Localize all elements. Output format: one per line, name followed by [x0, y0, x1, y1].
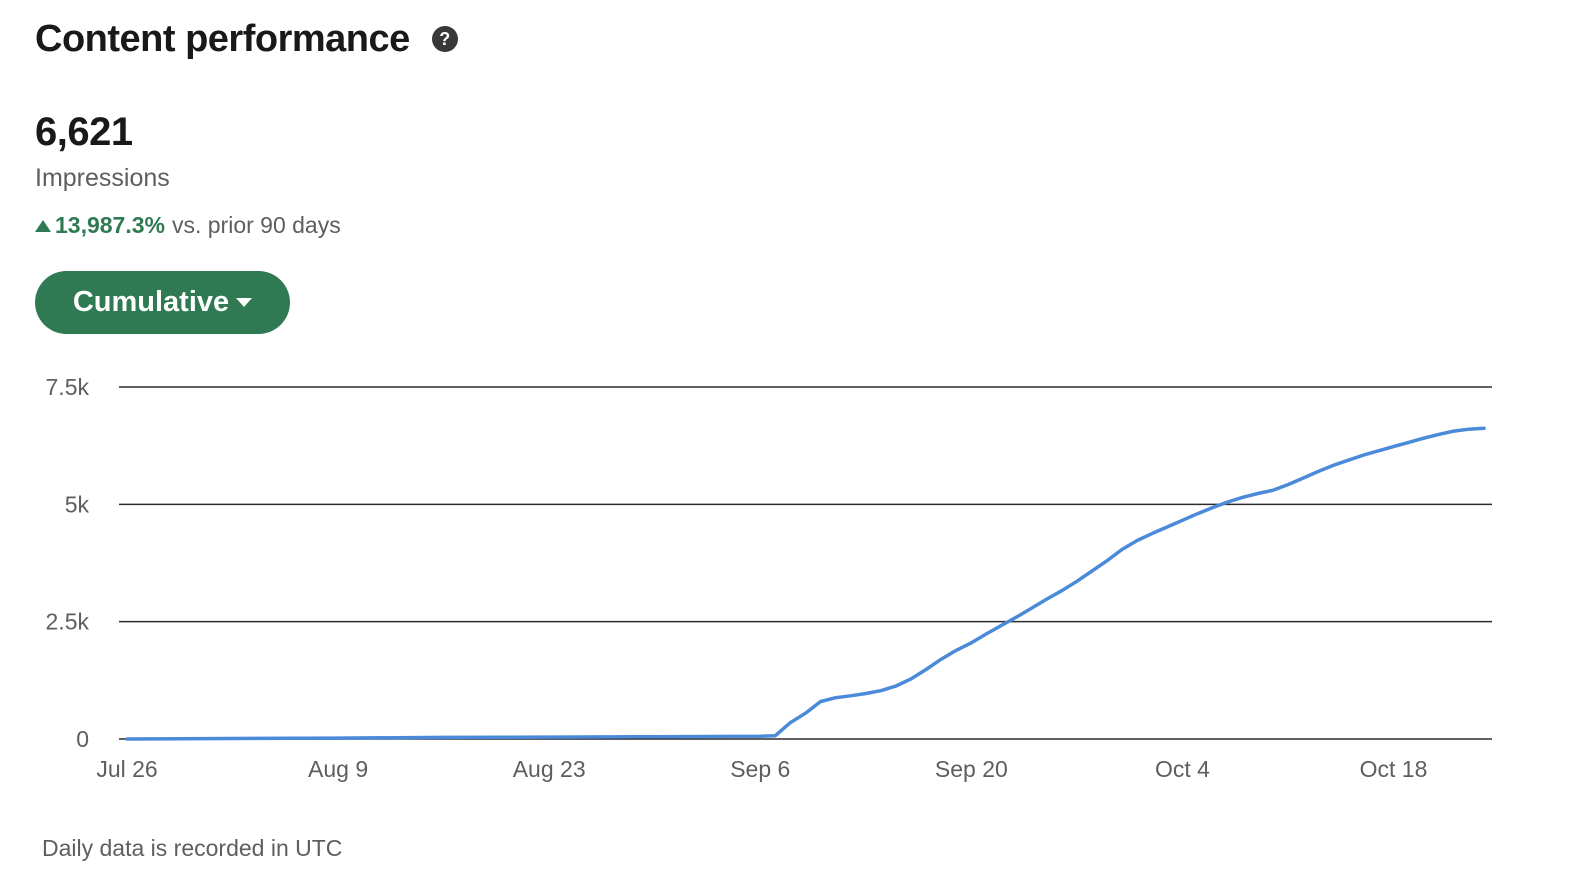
- change-indicator: 13,987.3% vs. prior 90 days: [35, 212, 341, 239]
- triangle-up-icon: [35, 219, 51, 232]
- y-tick-label: 7.5k: [46, 374, 90, 400]
- change-percent: 13,987.3%: [55, 212, 165, 238]
- page-title: Content performance: [35, 18, 410, 60]
- header: Content performance ?: [35, 14, 458, 64]
- series-line-impressions[interactable]: [125, 426, 1486, 741]
- series-layer: [125, 426, 1486, 741]
- y-tick-label: 2.5k: [46, 609, 90, 635]
- impressions-value: 6,621: [35, 110, 133, 154]
- impressions-label: Impressions: [35, 164, 170, 192]
- x-tick-label: Oct 18: [1360, 756, 1428, 782]
- caret-down-icon: [236, 298, 253, 307]
- y-axis: 0 2.5k 5k 7.5k: [46, 374, 90, 752]
- x-tick-label: Aug 23: [513, 756, 586, 782]
- x-tick-label: Aug 9: [308, 756, 368, 782]
- impressions-line-chart: 0 2.5k 5k 7.5k Jul 26 Aug 9 Aug 23 Sep 6 Sep 20…: [46, 374, 1492, 782]
- grid-layer: [119, 386, 1492, 740]
- change-suffix: vs. prior 90 days: [171, 212, 341, 238]
- x-tick-label: Oct 4: [1155, 756, 1210, 782]
- view-mode-label: Cumulative: [72, 286, 230, 318]
- x-tick-label: Jul 26: [96, 756, 157, 782]
- question-circle-icon[interactable]: ?: [431, 26, 458, 52]
- x-tick-label: Sep 6: [730, 756, 790, 782]
- y-tick-label: 0: [76, 726, 89, 752]
- x-axis: Jul 26 Aug 9 Aug 23 Sep 6 Sep 20 Oct 4 Oct 18: [96, 756, 1427, 782]
- utc-footnote: Daily data is recorded in UTC: [42, 835, 343, 861]
- view-mode-dropdown[interactable]: Cumulative: [35, 271, 290, 334]
- y-tick-label: 5k: [65, 491, 90, 517]
- x-tick-label: Sep 20: [935, 756, 1008, 782]
